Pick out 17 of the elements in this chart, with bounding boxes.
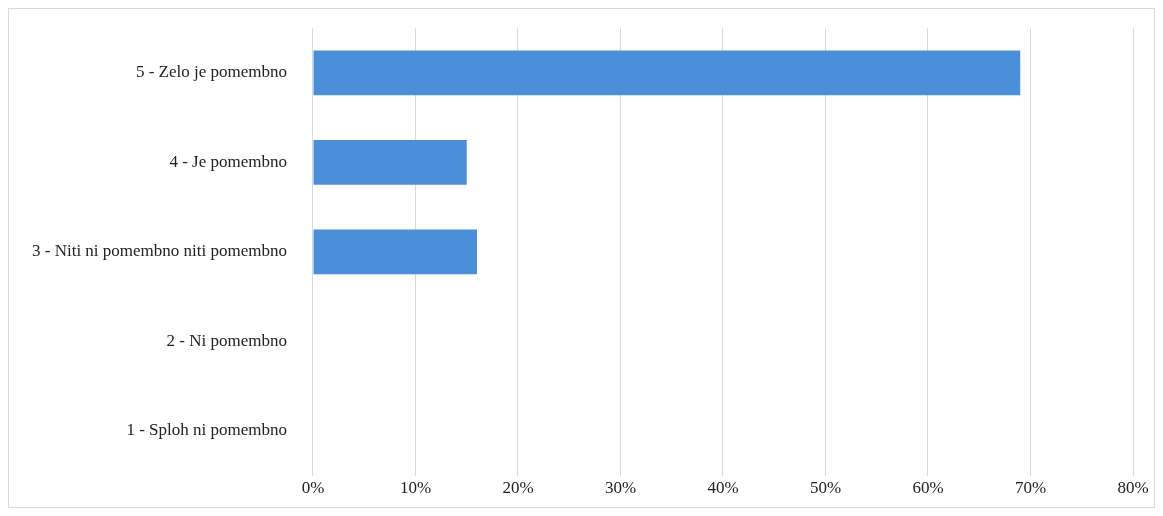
y-tick-label: 5 - Zelo je pomembno [135,62,287,82]
y-tick-label: 3 - Niti ni pomembno niti pomembno [32,241,287,261]
x-tick-label: 40% [707,478,739,498]
x-tick-label: 50% [809,478,842,498]
x-tick-label: 30% [604,478,637,498]
x-tick-label: 20% [502,478,534,498]
x-tick-label: 0% [301,478,325,498]
x-tick-label: 70% [1014,478,1047,498]
x-tick-label: 10% [399,478,432,498]
y-tick-label: 4 - Je pomembno [169,151,287,171]
bar [313,140,467,185]
x-tick-label: 80% [1117,478,1149,498]
y-tick-label: 1 - Sploh ni pomembno [126,420,287,440]
bar [313,229,477,275]
x-tick-label: 60% [912,478,944,498]
y-tick-label: 2 - Ni pomembno [166,330,287,350]
bar [313,50,1021,96]
